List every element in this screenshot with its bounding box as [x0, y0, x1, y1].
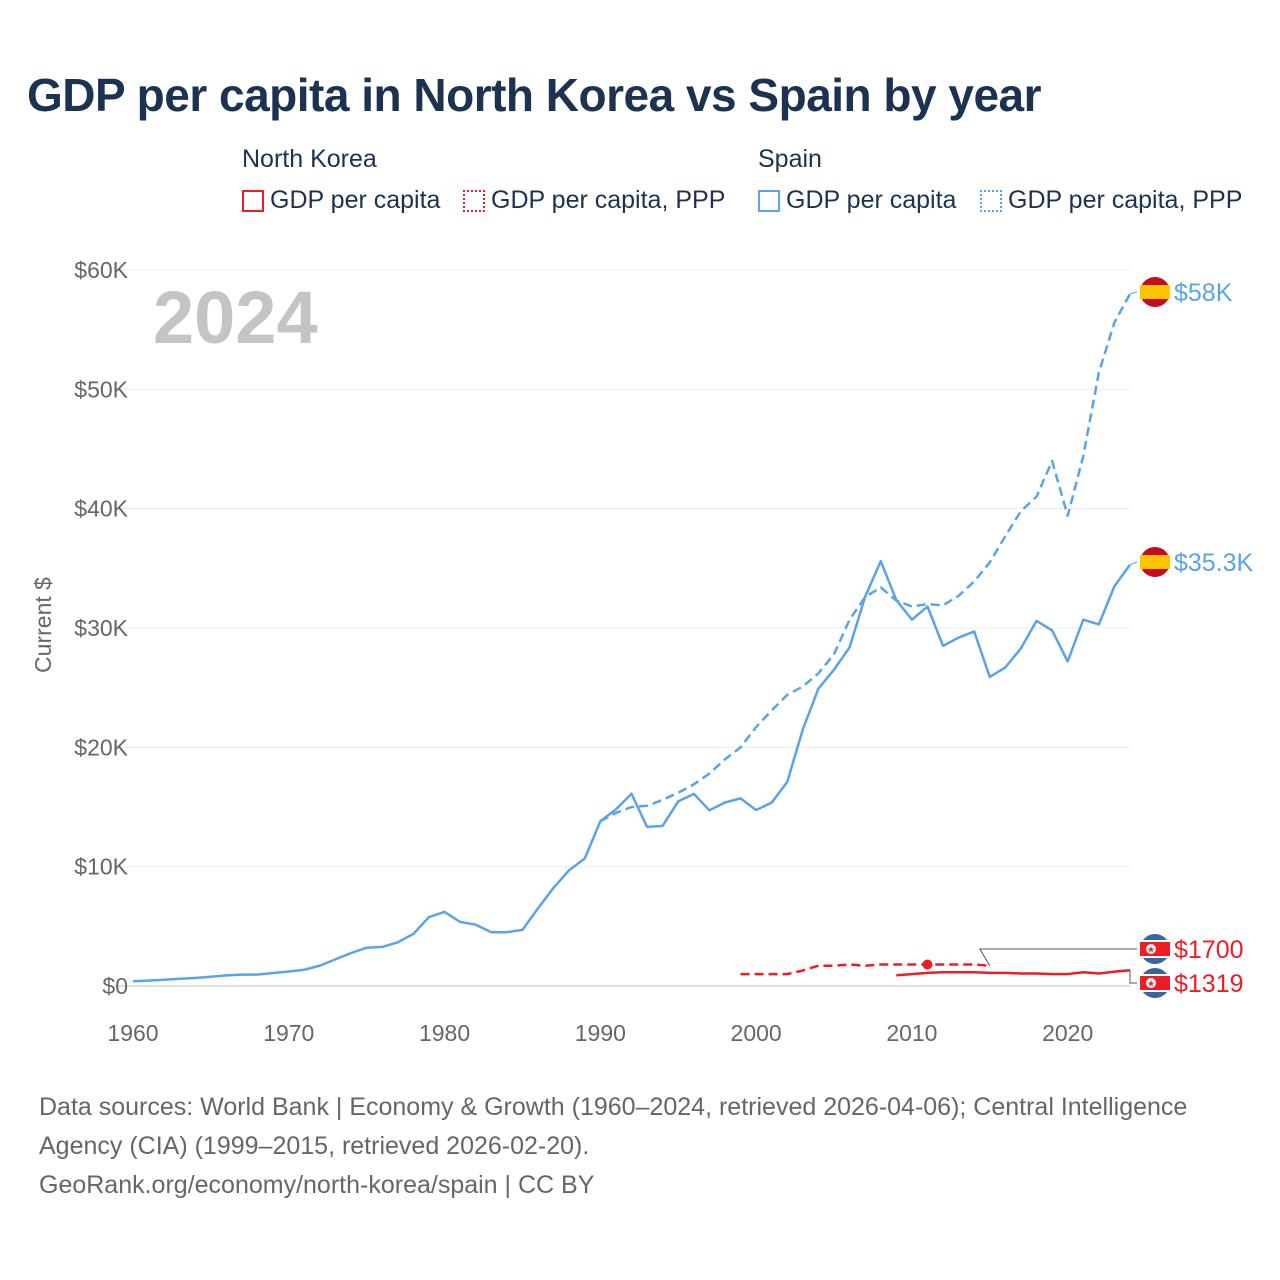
- legend-swatch-dotted-red: [463, 189, 485, 212]
- x-tick-label: 1990: [575, 1020, 626, 1046]
- end-value-label: $35.3K: [1174, 549, 1254, 577]
- y-tick-label: $20K: [74, 734, 128, 760]
- x-tick-label: 2000: [731, 1020, 782, 1046]
- flag-disc: [1146, 978, 1156, 988]
- y-tick-label: $40K: [74, 496, 128, 522]
- legend-spain-gdp-ppp[interactable]: GDP per capita, PPP: [980, 186, 1242, 215]
- y-tick-label: $60K: [74, 257, 128, 283]
- spain-flag-icon: [1140, 547, 1170, 577]
- y-tick-label: $50K: [74, 376, 128, 402]
- spain-flag-icon: [1140, 277, 1170, 307]
- legend-swatch-solid-blue: [758, 189, 780, 212]
- flag-yellow: [1140, 555, 1170, 569]
- leader-line: [978, 948, 1137, 966]
- leader-line: [1129, 561, 1138, 566]
- flag-yellow: [1140, 285, 1170, 299]
- footer-link[interactable]: GeoRank.org/economy/north-korea/spain | …: [39, 1171, 595, 1199]
- end-value-label: $1319: [1174, 970, 1244, 998]
- legend-label: GDP per capita: [270, 186, 441, 214]
- legend-swatch-solid-red: [242, 189, 264, 212]
- legend-spain-gdp[interactable]: GDP per capita: [758, 186, 956, 215]
- page-title: GDP per capita in North Korea vs Spain b…: [27, 69, 1042, 121]
- legend-label: GDP per capita, PPP: [491, 186, 726, 214]
- legend-group-north-korea: North Korea: [242, 145, 377, 173]
- legend-group-spain: Spain: [758, 145, 822, 173]
- legend-nk-gdp-ppp[interactable]: GDP per capita, PPP: [463, 186, 725, 215]
- north-korea-flag-icon: ★: [1140, 968, 1170, 998]
- y-axis-label: Current $: [30, 577, 56, 673]
- series-line-1: [599, 293, 1132, 823]
- star-icon: ★: [1147, 945, 1155, 955]
- leader-line: [1129, 970, 1137, 984]
- data-sources: Data sources: World Bank | Economy & Gro…: [39, 1093, 1188, 1160]
- x-tick-label: 1970: [263, 1020, 314, 1046]
- end-value-label: $58K: [1174, 279, 1233, 307]
- x-tick-label: 1980: [419, 1020, 470, 1046]
- footer: Data sources: World Bank | Economy & Gro…: [39, 1088, 1249, 1205]
- y-tick-label: $30K: [74, 615, 128, 641]
- flag-disc: [1146, 944, 1156, 954]
- x-tick-label: 2010: [886, 1020, 937, 1046]
- series-line-3: [896, 969, 1131, 977]
- end-value-label: $1700: [1174, 936, 1244, 964]
- y-tick-label: $10K: [74, 854, 128, 880]
- x-tick-label: 1960: [107, 1020, 158, 1046]
- x-tick-label: 2020: [1042, 1020, 1093, 1046]
- leader-line: [1129, 291, 1138, 295]
- legend-swatch-dotted-blue: [980, 189, 1002, 212]
- series-line-0: [132, 559, 1132, 983]
- north-korea-flag-icon: ★: [1140, 934, 1170, 964]
- star-icon: ★: [1147, 979, 1155, 989]
- legend-label: GDP per capita: [786, 186, 957, 214]
- legend-nk-gdp[interactable]: GDP per capita: [242, 186, 440, 215]
- y-tick-label: $0: [102, 973, 128, 999]
- legend-label: GDP per capita, PPP: [1008, 186, 1243, 214]
- year-watermark: 2024: [153, 276, 318, 359]
- data-point-marker: [922, 959, 933, 970]
